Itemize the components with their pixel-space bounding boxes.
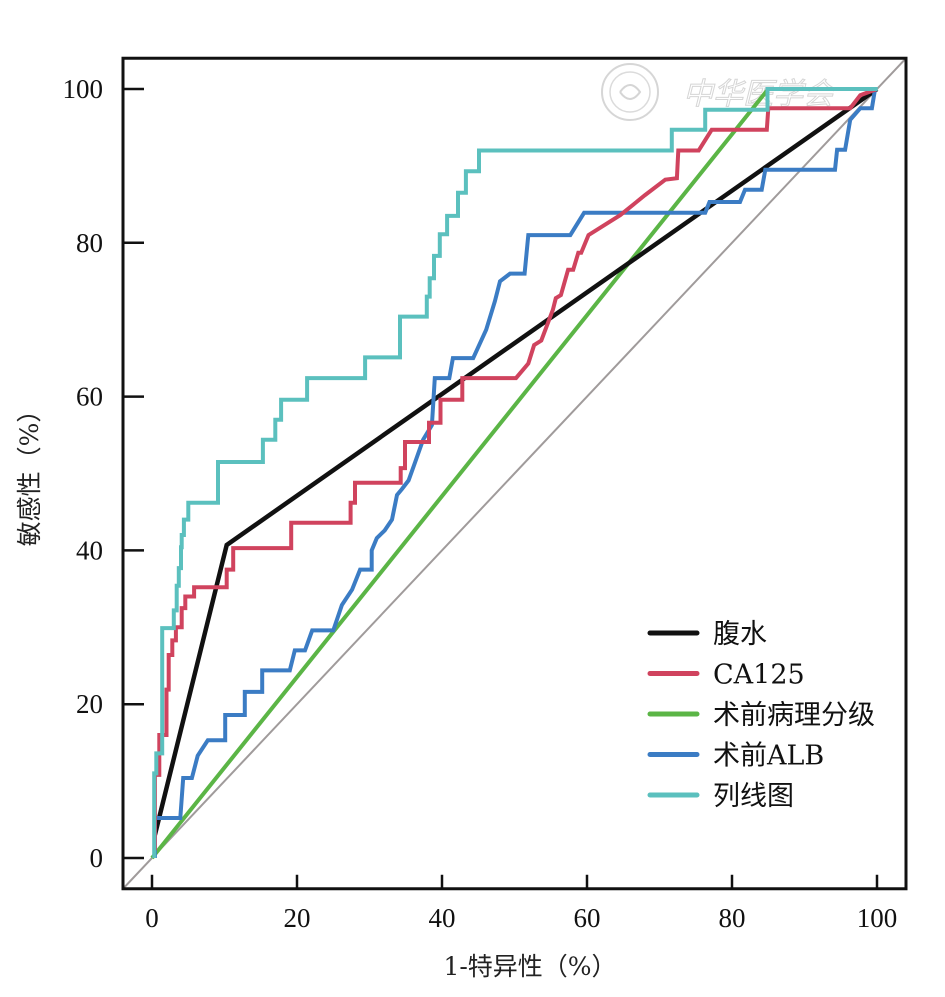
legend-item-ca125: CA125 bbox=[647, 660, 805, 691]
series-line-ca125 bbox=[152, 87, 878, 851]
y-tick-label: 0 bbox=[90, 843, 104, 873]
y-tick-label: 60 bbox=[76, 382, 103, 412]
x-tick-label: 40 bbox=[429, 903, 456, 933]
y-tick-label: 20 bbox=[76, 689, 103, 719]
legend-label: CA125 bbox=[713, 660, 805, 691]
y-axis-title: 敏感性（%） bbox=[15, 398, 44, 547]
reference-diagonal-line bbox=[123, 58, 906, 889]
axes: 0 20 40 60 80 100 0 20 40 60 80 100 bbox=[63, 56, 908, 933]
legend-label: 腹水 bbox=[713, 619, 767, 650]
legend-label: 术前ALB bbox=[713, 741, 824, 772]
x-tick-label: 60 bbox=[574, 903, 601, 933]
x-tick-label: 0 bbox=[145, 903, 159, 933]
x-tick-label: 100 bbox=[857, 903, 898, 933]
x-tick-label: 80 bbox=[719, 903, 746, 933]
legend-item-preop-alb: 术前ALB bbox=[647, 741, 824, 772]
legend-item-preop-grade: 术前病理分级 bbox=[647, 700, 875, 731]
series-line-preop-alb bbox=[152, 90, 877, 858]
plot-area bbox=[123, 58, 906, 889]
y-tick-label: 80 bbox=[76, 228, 103, 258]
legend-label: 术前病理分级 bbox=[713, 700, 875, 731]
x-axis-title: 1-特异性（%） bbox=[443, 952, 616, 981]
legend-item-ascites: 腹水 bbox=[647, 619, 767, 650]
y-tick-label: 40 bbox=[76, 535, 103, 565]
series-line-ascites bbox=[152, 87, 879, 836]
seal-icon bbox=[601, 63, 659, 121]
legend-item-nomogram: 列线图 bbox=[647, 781, 794, 812]
plot-frame bbox=[121, 56, 908, 891]
y-tick-label: 100 bbox=[63, 74, 104, 104]
x-tick-label: 20 bbox=[284, 903, 311, 933]
legend-label: 列线图 bbox=[713, 781, 794, 812]
series-line-nomogram bbox=[152, 87, 878, 858]
